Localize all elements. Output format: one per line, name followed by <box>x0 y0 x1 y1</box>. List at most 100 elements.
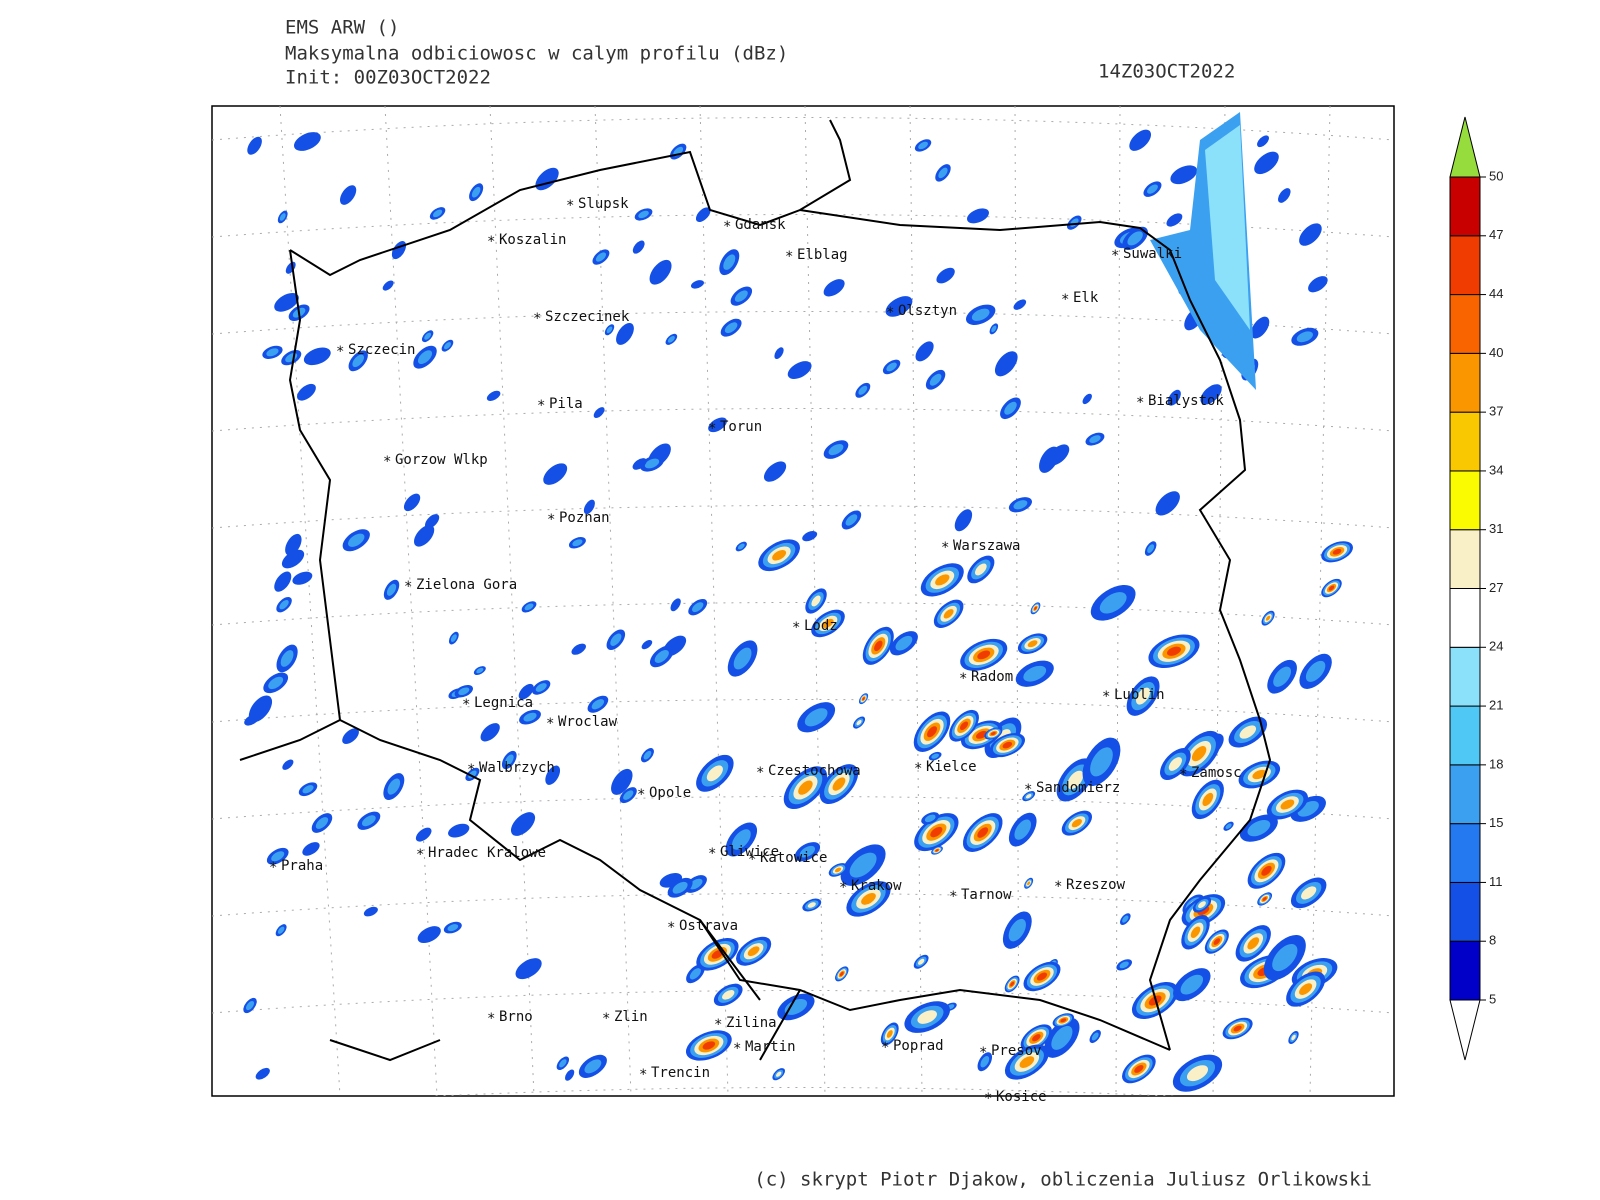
city-marker: * <box>984 1091 992 1107</box>
city-label: Brno <box>499 1009 533 1025</box>
city-marker: * <box>959 671 967 687</box>
echo <box>339 185 357 205</box>
colorbar-segment <box>1449 940 1481 1001</box>
city-marker: * <box>949 889 957 905</box>
echo <box>839 971 844 976</box>
city-label: Elblag <box>797 247 848 263</box>
city-marker: * <box>1111 248 1119 264</box>
echo <box>832 777 846 791</box>
echo <box>975 563 987 576</box>
city-marker: * <box>714 1017 722 1033</box>
echo <box>724 322 738 334</box>
echo <box>1308 276 1328 293</box>
echo <box>918 141 928 150</box>
echo <box>784 998 808 1015</box>
echo <box>1060 1018 1067 1023</box>
colorbar-segment <box>1449 646 1481 707</box>
echo <box>849 852 877 878</box>
colorbar-label: 24 <box>1489 639 1503 654</box>
echo <box>361 815 376 827</box>
echo <box>545 765 561 785</box>
city-label: Rzeszow <box>1066 877 1126 893</box>
echo <box>670 598 681 612</box>
city-label: Poprad <box>893 1038 944 1054</box>
echo <box>565 1069 575 1081</box>
echo <box>248 695 273 723</box>
city-label: Zamosc <box>1191 765 1242 781</box>
echo <box>1129 129 1152 151</box>
city-marker: * <box>637 787 645 803</box>
echo <box>1168 757 1182 771</box>
echo <box>885 296 913 317</box>
echo <box>722 990 735 1000</box>
echo <box>990 731 996 736</box>
city-label: Hradec Kralowe <box>428 845 546 861</box>
echo <box>807 902 816 908</box>
valid-time: 14Z03OCT2022 <box>1098 61 1235 83</box>
border-line <box>289 119 1272 1051</box>
city-label: Radom <box>971 669 1013 685</box>
echo <box>723 254 736 270</box>
city-marker: * <box>1054 879 1062 895</box>
colorbar-segment <box>1449 411 1481 472</box>
echo <box>737 543 745 550</box>
city-marker: * <box>792 620 800 636</box>
echo <box>1167 389 1181 406</box>
city-marker: * <box>1024 782 1032 798</box>
city-marker: * <box>1102 689 1110 705</box>
echo <box>1186 1065 1209 1082</box>
echo <box>798 780 813 795</box>
city-label: Torun <box>720 419 762 435</box>
echo <box>935 574 950 586</box>
meridian <box>594 106 632 1096</box>
echo <box>292 571 313 585</box>
echo <box>695 207 711 222</box>
echo <box>895 635 913 651</box>
echo <box>1019 1056 1035 1068</box>
echo <box>708 417 727 433</box>
echo <box>975 730 988 739</box>
echo <box>279 213 286 221</box>
echo <box>593 407 605 418</box>
echo <box>747 946 760 957</box>
echo <box>936 267 955 284</box>
city-marker: * <box>404 579 412 595</box>
echo <box>1252 769 1267 780</box>
city-label: Wroclaw <box>558 714 618 730</box>
echo <box>689 878 703 890</box>
city-label: Warszawa <box>953 538 1020 554</box>
city-marker: * <box>269 860 277 876</box>
echo <box>524 603 534 611</box>
echo <box>1127 231 1143 246</box>
echo <box>1008 918 1026 942</box>
colorbar-label: 18 <box>1489 756 1503 771</box>
echo <box>471 186 481 198</box>
echo <box>1213 938 1221 945</box>
city-label: Katowice <box>760 850 827 866</box>
city-marker: * <box>487 234 495 250</box>
meridian <box>804 106 826 1096</box>
city-marker: * <box>416 847 424 863</box>
city-marker: * <box>708 421 716 437</box>
colorbar-segment <box>1449 881 1481 942</box>
echo <box>302 842 320 856</box>
echo <box>856 719 862 726</box>
colorbar-label: 34 <box>1489 462 1503 477</box>
colorbar-segment <box>1449 176 1481 237</box>
city-marker: * <box>487 1011 495 1027</box>
city-marker: * <box>566 198 574 214</box>
echo <box>1013 500 1028 510</box>
colorbar-segment <box>1449 529 1481 590</box>
city-marker: * <box>756 765 764 781</box>
echo <box>834 867 842 873</box>
echo <box>1082 393 1092 405</box>
city-marker: * <box>733 1041 741 1057</box>
echo <box>931 753 939 759</box>
city-label: Pila <box>549 396 583 412</box>
city-marker: * <box>839 880 847 896</box>
echo <box>543 463 568 485</box>
city-label: Martin <box>745 1039 796 1055</box>
echo <box>799 845 816 858</box>
city-label: Trencin <box>651 1065 710 1081</box>
echo <box>415 827 432 842</box>
